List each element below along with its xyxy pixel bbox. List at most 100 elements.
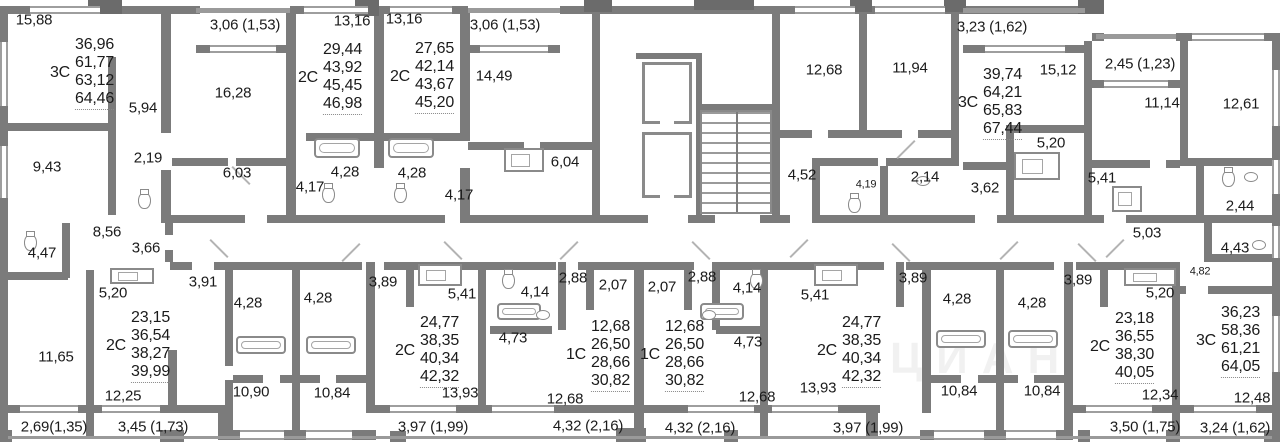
sink-icon xyxy=(1244,172,1258,182)
wall xyxy=(467,215,648,223)
apartment-area-value: 40,34 xyxy=(420,350,460,367)
apartment-summary-block: 2C 27,65 42,14 43,67 45,20 xyxy=(390,40,454,114)
apartment-area-value: 39,74 xyxy=(983,66,1023,83)
wall xyxy=(906,262,1054,270)
wall xyxy=(696,53,702,215)
room-area-label: 4,32 (2,16) xyxy=(552,417,624,435)
room-area-label: 12,25 xyxy=(104,387,142,405)
apartment-area-value: 46,98 xyxy=(323,95,362,115)
apartment-area-value: 23,15 xyxy=(131,309,171,326)
apartment-area-values: 36,96 61,77 63,12 64,46 xyxy=(75,36,114,110)
wall xyxy=(1006,133,1014,215)
wall xyxy=(996,262,1004,383)
apartment-type-label: 2C xyxy=(297,69,319,86)
apartment-type-label: 3C xyxy=(1195,332,1217,349)
wall xyxy=(1006,125,1084,133)
toilet-icon xyxy=(394,183,407,203)
wall xyxy=(286,13,296,223)
wall xyxy=(161,13,171,133)
apartment-type-label: 3C xyxy=(49,64,71,81)
wall xyxy=(886,158,959,166)
wall xyxy=(236,158,292,166)
room-area-label: 12,34 xyxy=(1141,386,1179,404)
balcony-railing xyxy=(8,436,1272,439)
toilet-icon xyxy=(1222,167,1235,187)
apartment-summary-block: 1C 12,68 26,50 28,66 30,82 xyxy=(640,318,704,392)
room-area-label: 4,17 xyxy=(295,178,325,196)
apartment-area-values: 36,23 58,36 61,21 64,05 xyxy=(1221,304,1260,378)
wall xyxy=(760,262,768,413)
wall xyxy=(866,405,878,438)
apartment-area-value: 42,14 xyxy=(415,58,455,75)
window xyxy=(1272,160,1280,194)
door-swing-line xyxy=(999,240,1019,261)
window xyxy=(30,6,100,14)
apartment-area-value: 45,45 xyxy=(323,77,363,94)
kitchen-counter-icon xyxy=(1014,152,1060,180)
room-area-label: 4,73 xyxy=(733,333,763,351)
room-area-label: 3,24 (1,62) xyxy=(1199,419,1271,437)
window xyxy=(934,430,984,440)
room-area-label: 4,17 xyxy=(444,186,474,204)
room-area-label: 13,93 xyxy=(441,384,479,402)
apartment-summary-block: 3C 36,23 58,36 61,21 64,05 xyxy=(1196,304,1260,378)
room-area-label: 9,43 xyxy=(32,158,62,176)
room-area-label: 4,28 xyxy=(942,290,972,308)
kitchen-counter-icon xyxy=(110,268,154,284)
room-area-label: 4,14 xyxy=(520,283,550,301)
wall xyxy=(218,405,232,438)
room-area-label: 3,97 (1,99) xyxy=(832,419,904,437)
window xyxy=(390,405,456,413)
room-area-label: 4,28 xyxy=(397,164,427,182)
wall xyxy=(880,166,888,215)
wall xyxy=(978,375,1018,383)
room-area-label: 12,68 xyxy=(805,61,843,79)
window xyxy=(492,405,554,413)
window xyxy=(1272,316,1280,372)
room-area-label: 4,32 (2,16) xyxy=(664,419,736,437)
room-area-label: 2,69(1,35) xyxy=(20,418,88,436)
wall xyxy=(634,405,644,438)
door-swing-line xyxy=(1077,242,1097,263)
wall-stub xyxy=(850,0,872,12)
bathtub-icon xyxy=(388,138,434,158)
apartment-area-value: 45,20 xyxy=(415,94,454,114)
wall xyxy=(1064,405,1073,438)
apartment-area-value: 42,32 xyxy=(420,368,459,388)
apartment-area-value: 36,54 xyxy=(131,327,171,344)
window xyxy=(210,45,276,53)
apartment-area-values: 29,44 43,92 45,45 46,98 xyxy=(323,41,362,115)
wall xyxy=(406,262,414,307)
wall xyxy=(382,133,460,141)
apartment-summary-block: 2C 24,77 38,35 40,34 42,32 xyxy=(395,314,459,388)
wall xyxy=(816,158,878,166)
room-area-label: 2,19 xyxy=(133,149,163,167)
apartment-area-value: 43,67 xyxy=(415,76,455,93)
room-area-label: 5,94 xyxy=(128,99,158,117)
apartment-summary-block: 2C 24,77 38,35 40,34 42,32 xyxy=(817,314,881,388)
window xyxy=(1104,80,1168,88)
apartment-area-value: 27,65 xyxy=(415,40,455,57)
apartment-area-value: 36,55 xyxy=(1115,328,1155,345)
wall xyxy=(922,262,931,413)
room-area-label: 4,28 xyxy=(233,294,263,312)
wall xyxy=(1034,375,1064,383)
wall xyxy=(86,405,94,438)
window xyxy=(1272,70,1280,126)
room-area-label: 3,89 xyxy=(368,273,398,291)
apartment-area-value: 36,96 xyxy=(75,36,115,53)
apartment-type-label: 2C xyxy=(389,68,411,85)
sink-icon xyxy=(1252,240,1266,250)
window xyxy=(1192,33,1264,41)
room-area-label: 12,48 xyxy=(1233,389,1271,407)
wall xyxy=(688,215,715,223)
wall xyxy=(716,326,766,334)
door-swing-line xyxy=(341,242,361,263)
apartment-type-label: 2C xyxy=(105,337,127,354)
wall xyxy=(460,168,470,223)
room-area-label: 2,88 xyxy=(558,269,588,287)
apartment-area-value: 39,99 xyxy=(131,363,170,383)
wall xyxy=(108,57,116,131)
wall xyxy=(0,430,12,442)
room-area-label: 4,73 xyxy=(498,329,528,347)
